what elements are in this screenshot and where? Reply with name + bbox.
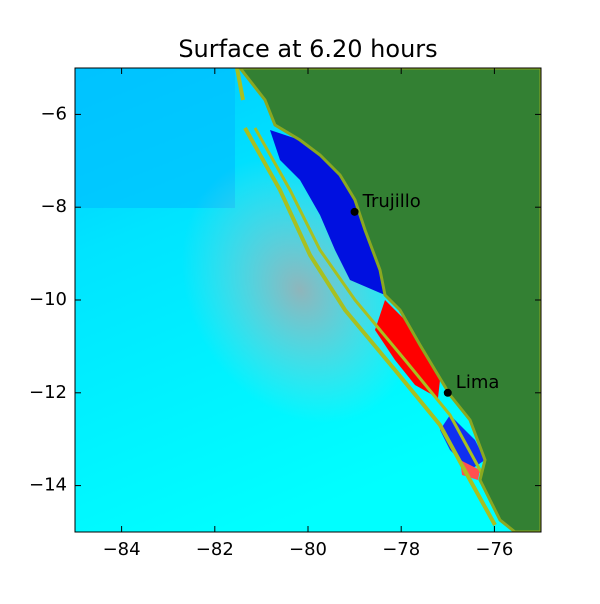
location-label: Lima — [456, 372, 500, 393]
location-label: Trujillo — [362, 191, 421, 212]
x-tick-label: −78 — [382, 539, 420, 560]
location-point — [350, 207, 359, 216]
y-tick-label: −14 — [29, 475, 67, 496]
y-tick-label: −8 — [40, 196, 67, 217]
x-tick-label: −80 — [289, 539, 327, 560]
x-tick-label: −84 — [103, 539, 141, 560]
y-tick-label: −10 — [29, 289, 67, 310]
x-tick-label: −76 — [475, 539, 513, 560]
y-tick-label: −6 — [40, 103, 67, 124]
x-tick-label: −82 — [196, 539, 234, 560]
chart-title: Surface at 6.20 hours — [178, 35, 437, 63]
location-point — [443, 388, 452, 397]
y-tick-label: −12 — [29, 382, 67, 403]
surface-field — [75, 68, 541, 532]
